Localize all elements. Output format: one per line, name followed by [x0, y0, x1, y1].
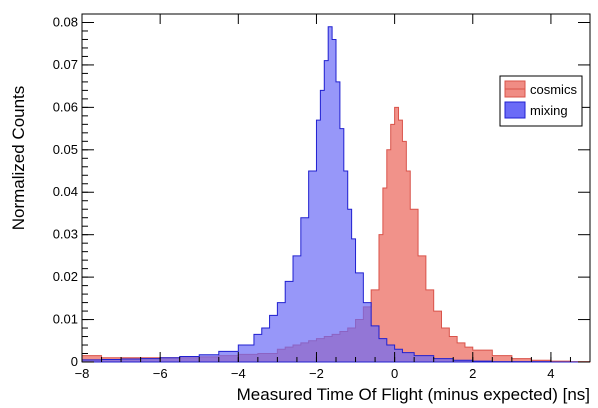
x-tick-label: −8	[75, 366, 90, 381]
x-tick-label: 4	[547, 366, 554, 381]
y-tick-label: 0.04	[53, 184, 78, 199]
legend-label-mixing: mixing	[530, 103, 568, 118]
series-layer	[81, 26, 591, 363]
y-tick-label: 0.06	[53, 99, 78, 114]
y-tick-label: 0.01	[53, 312, 78, 327]
series-mixing-area	[81, 26, 590, 363]
y-tick-label: 0.02	[53, 269, 78, 284]
x-axis-title: Measured Time Of Flight (minus expected)…	[237, 385, 590, 404]
y-tick-label: 0.05	[53, 142, 78, 157]
y-tick-label: 0	[71, 354, 78, 369]
x-tick-label: 2	[469, 366, 476, 381]
y-tick-label: 0.08	[53, 14, 78, 29]
legend-label-cosmics: cosmics	[530, 82, 577, 97]
x-tick-label: −4	[231, 366, 246, 381]
x-tick-label: 0	[391, 366, 398, 381]
ticks-layer: −8 −6 −4 −2 0 2 4 0 0.01 0.02 0.03 0.04 0.05 0.06 0.07…	[53, 13, 591, 381]
x-tick-label: −6	[153, 366, 168, 381]
x-tick-label: −2	[309, 366, 324, 381]
y-axis-title: Normalized Counts	[9, 86, 28, 231]
y-tick-label: 0.03	[53, 227, 78, 242]
legend-swatch-mixing	[504, 101, 526, 119]
legend: cosmics mixing	[499, 75, 583, 127]
y-tick-label: 0.07	[53, 57, 78, 72]
